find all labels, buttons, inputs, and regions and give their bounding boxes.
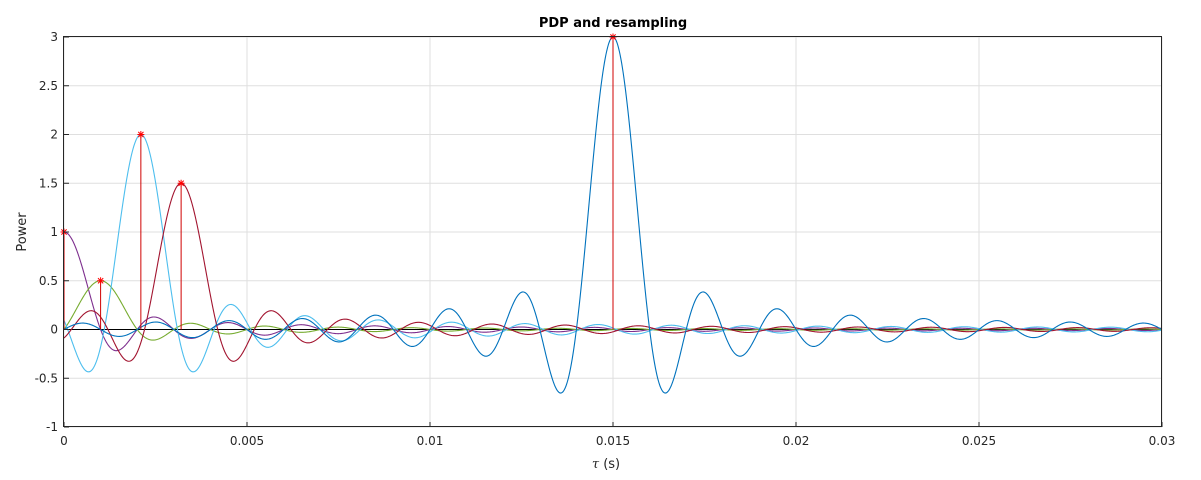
x-tick-label: 0.03 bbox=[1149, 434, 1176, 448]
y-axis: -1 -0.5 0 0.5 1 1.5 2 2.5 3 bbox=[35, 30, 69, 434]
tau-symbol: τ bbox=[592, 457, 600, 472]
x-axis: 0 0.005 0.01 0.015 0.02 0.025 0.03 bbox=[60, 422, 1175, 448]
y-tick-label: 0.5 bbox=[39, 274, 58, 288]
y-tick-label: 1.5 bbox=[39, 176, 58, 190]
marker-stroke bbox=[137, 131, 144, 138]
y-tick-label: 2 bbox=[50, 128, 58, 142]
x-axis-unit: (s) bbox=[599, 457, 620, 472]
x-tick-label: 0.015 bbox=[596, 434, 630, 448]
y-tick-label: 0 bbox=[50, 323, 58, 337]
y-tick-label: -0.5 bbox=[35, 371, 58, 385]
tap-marker-3 bbox=[137, 131, 145, 138]
marker-stroke bbox=[178, 180, 185, 187]
marker-stroke bbox=[97, 277, 104, 284]
x-tick-label: 0 bbox=[60, 434, 68, 448]
plot-area bbox=[60, 33, 1162, 394]
y-tick-label: -1 bbox=[46, 420, 58, 434]
y-tick-label: 3 bbox=[50, 30, 58, 44]
sinc-series-line-4 bbox=[64, 182, 1162, 362]
tap-marker-4 bbox=[177, 179, 185, 187]
x-tick-label: 0.005 bbox=[230, 434, 264, 448]
chart-title: PDP and resampling bbox=[539, 16, 687, 31]
x-tick-label: 0.02 bbox=[783, 434, 810, 448]
y-tick-label: 2.5 bbox=[39, 79, 58, 93]
x-tick-label: 0.025 bbox=[962, 434, 996, 448]
tap-marker-2 bbox=[97, 277, 105, 285]
y-axis-label: Power bbox=[15, 212, 30, 252]
y-tick-label: 1 bbox=[50, 225, 58, 239]
x-axis-label: τ (s) bbox=[592, 457, 620, 472]
x-tick-label: 0.01 bbox=[417, 434, 444, 448]
